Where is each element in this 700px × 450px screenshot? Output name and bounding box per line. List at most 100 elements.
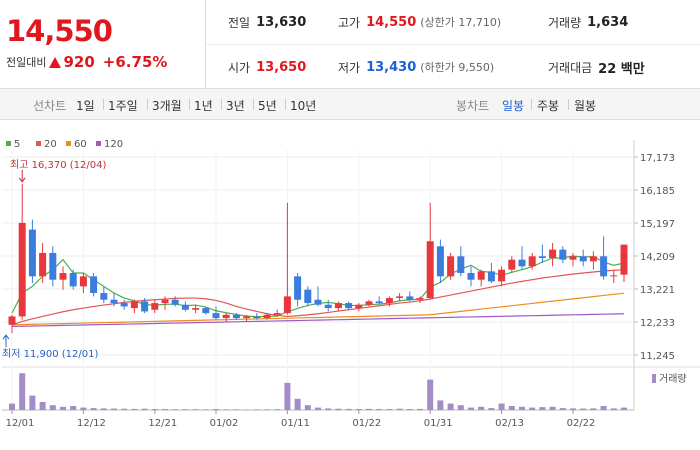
legend-label: 거래량 xyxy=(659,373,687,385)
volume-bar xyxy=(111,408,117,410)
stat: 고가 14,550 (상한가 17,710) xyxy=(338,0,501,44)
legend-label: 120 xyxy=(104,139,123,150)
volume-bar xyxy=(264,409,270,410)
x-tick-label: 01/02 xyxy=(210,418,239,429)
tab[interactable]: 주봉 xyxy=(537,99,560,113)
volume-bar xyxy=(600,406,607,410)
tab[interactable]: 10년 xyxy=(290,99,317,113)
legend-label: 5 xyxy=(14,139,20,150)
candle-body xyxy=(355,304,363,309)
volume-bar xyxy=(427,379,434,410)
volume-bar xyxy=(9,403,15,410)
volume-bar xyxy=(366,408,372,410)
stats-row: 시가 13,650 저가 13,430 (하한가 9,550) 거래대금 22 백만 xyxy=(206,44,700,89)
stat: 거래량 1,634 xyxy=(548,0,628,44)
change: 전일대비 920 +6.75% xyxy=(6,53,167,71)
tab[interactable]: 1주일 xyxy=(108,99,138,113)
x-tick-label: 12/21 xyxy=(148,418,177,429)
stat: 거래대금 22 백만 xyxy=(548,45,645,89)
candle-body xyxy=(467,273,475,280)
volume-bar xyxy=(590,408,597,410)
tab-group-label: 봉차트 xyxy=(456,99,490,113)
tab[interactable]: 3년 xyxy=(226,99,245,113)
volume-bar xyxy=(60,406,66,410)
candle-body xyxy=(304,289,312,304)
candle-body xyxy=(130,301,138,309)
volume-bar xyxy=(233,409,240,410)
annotation-arrowhead xyxy=(2,334,10,340)
x-tick-label: 02/13 xyxy=(495,418,524,429)
x-tick-label: 01/31 xyxy=(424,418,453,429)
stat-label: 거래대금 xyxy=(548,60,593,75)
volume-bar xyxy=(213,409,219,410)
legend-swatch xyxy=(36,141,41,146)
candle-body xyxy=(406,296,414,300)
price-box: 14,550 전일대비 920 +6.75% xyxy=(0,0,206,88)
candle-body xyxy=(100,293,108,300)
candle-body xyxy=(324,304,332,309)
current-price: 14,550 xyxy=(6,14,113,48)
stat-value: 22 백만 xyxy=(598,61,645,77)
candle-body xyxy=(263,314,271,319)
tab[interactable]: 월봉 xyxy=(574,99,597,113)
candle-body xyxy=(559,249,567,260)
x-tick-label: 01/11 xyxy=(281,418,310,429)
candle-body xyxy=(59,273,67,280)
volume-bar xyxy=(304,405,311,410)
stat-note: (하한가 9,550) xyxy=(420,61,495,74)
volume-bar xyxy=(70,406,77,410)
annotation-arrowhead xyxy=(18,177,26,183)
volume-bar xyxy=(29,395,36,410)
volume-bar xyxy=(121,408,128,410)
volume-bar xyxy=(376,409,383,410)
candle-body xyxy=(273,313,281,315)
moving-average-line xyxy=(11,313,625,328)
volume-bar xyxy=(508,406,515,410)
tab[interactable]: 1일 xyxy=(76,99,95,113)
candle-body xyxy=(8,316,16,325)
tab[interactable]: 일봉 xyxy=(502,99,525,113)
stat-value: 13,650 xyxy=(256,59,307,75)
volume-bar xyxy=(315,407,321,410)
annotation: 최고 16,370 (12/04) xyxy=(10,159,106,171)
y-tick-label: 11,245 xyxy=(640,351,675,362)
candle-body xyxy=(579,256,587,262)
candle-body xyxy=(436,246,444,277)
volume-bar xyxy=(274,409,281,410)
candle-body xyxy=(518,259,526,267)
chart: 11,245 12,233 13,221 14,209 15,197 16,185 17,1… xyxy=(2,139,700,429)
candle-body xyxy=(49,252,57,280)
tab-separator xyxy=(189,99,190,110)
volume-bar xyxy=(406,409,413,410)
volume-bar xyxy=(417,408,423,410)
volume-bar xyxy=(100,408,107,410)
candle-body xyxy=(90,276,98,294)
tab[interactable]: 1년 xyxy=(194,99,213,113)
candle-body xyxy=(79,276,87,287)
x-tick-label: 12/01 xyxy=(6,418,35,429)
candle-body xyxy=(18,222,26,317)
candle-body xyxy=(181,304,189,310)
x-tick-label: 01/22 xyxy=(352,418,381,429)
candle-body xyxy=(120,303,128,307)
tab[interactable]: 5년 xyxy=(258,99,277,113)
candle-body xyxy=(549,249,557,258)
legend-swatch xyxy=(96,141,101,146)
candle-body xyxy=(589,256,597,262)
volume-bar xyxy=(162,409,168,410)
y-tick-label: 14,209 xyxy=(640,252,675,263)
y-tick-label: 12,233 xyxy=(640,318,675,329)
tab[interactable]: 3개월 xyxy=(152,99,182,113)
legend-swatch xyxy=(652,374,656,383)
legend-label: 20 xyxy=(44,139,57,150)
candle-body xyxy=(345,303,353,309)
candle-body xyxy=(141,301,149,312)
volume-bar xyxy=(519,406,525,410)
candle-body xyxy=(110,299,118,304)
volume-bar xyxy=(478,406,485,410)
tab-separator xyxy=(531,99,532,110)
stat-value: 14,550 xyxy=(366,14,417,30)
candle-body xyxy=(192,308,200,310)
stat-label: 거래량 xyxy=(548,15,582,30)
